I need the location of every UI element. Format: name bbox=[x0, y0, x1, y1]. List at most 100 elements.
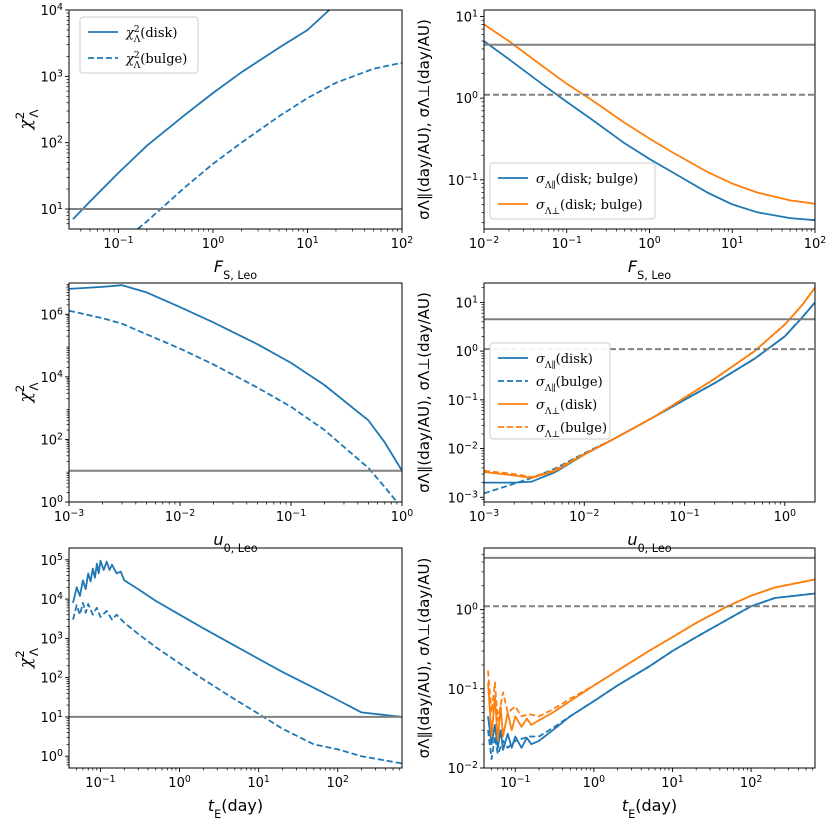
y-tick-label: 10−3 bbox=[448, 489, 478, 507]
x-tick-label: 101 bbox=[721, 235, 744, 253]
panel-p2: 10−2 10−1 100 101 102 10−1 100 101 FS, Leo σΛ∥(da… bbox=[415, 8, 826, 282]
y-tick-label: 10−1 bbox=[448, 391, 478, 409]
legend-label: σΛ⊥(disk; bulge) bbox=[536, 198, 643, 217]
x-axis-label: tE(day) bbox=[208, 796, 263, 821]
legend: σΛ∥(disk; bulge) σΛ⊥(disk; bulge) bbox=[489, 162, 656, 220]
x-tick-label: 10−1 bbox=[85, 774, 115, 792]
series-line-σΛ⊥(disk) bbox=[487, 578, 815, 742]
series-line-σΛ∥(bulge) bbox=[487, 592, 815, 760]
axes-frame bbox=[68, 282, 403, 503]
legend: σΛ∥(disk) σΛ∥(bulge) σΛ⊥(disk) σΛ⊥(bulge) bbox=[489, 342, 611, 440]
series-line-σΛ⊥(bulge) bbox=[487, 578, 815, 722]
series-line-disk bbox=[72, 559, 402, 718]
x-tick-label: 10−1 bbox=[103, 235, 133, 253]
y-tick-label: 101 bbox=[456, 294, 479, 312]
y-axis-label: χ2Λ bbox=[13, 647, 41, 669]
x-axis-label: FS, Leo bbox=[628, 257, 671, 282]
y-tick-label: 103 bbox=[41, 68, 64, 86]
axes-frame bbox=[483, 547, 816, 769]
x-tick-label: 100 bbox=[774, 508, 797, 526]
y-tick-label: 10−2 bbox=[448, 760, 478, 778]
y-tick-label: 104 bbox=[41, 2, 64, 20]
x-tick-label: 10−2 bbox=[569, 508, 599, 526]
x-tick-label: 10−1 bbox=[669, 508, 699, 526]
y-tick-label: 104 bbox=[41, 368, 64, 386]
x-tick-label: 10−2 bbox=[469, 235, 499, 253]
x-tick-label: 102 bbox=[804, 235, 827, 253]
y-tick-label: 100 bbox=[456, 90, 479, 108]
x-tick-label: 100 bbox=[391, 508, 414, 526]
y-tick-label: 10−1 bbox=[448, 171, 478, 189]
axes-frame bbox=[483, 282, 816, 503]
legend-label: σΛ⊥(disk) bbox=[536, 398, 597, 417]
series-line-σΛ∥(disk) bbox=[487, 592, 815, 751]
legend-label: σΛ⊥(bulge) bbox=[536, 421, 607, 440]
legend-box bbox=[489, 342, 611, 440]
series-line-σΛ⊥(disk; bulge) bbox=[484, 23, 815, 205]
series-line-χ²Λ(disk) bbox=[72, 10, 330, 220]
y-tick-label: 102 bbox=[41, 134, 64, 152]
panel-p4: 10−3 10−2 10−1 100 10−3 10−2 10−1 100 101 u0, Leo… bbox=[415, 282, 816, 555]
x-tick-label: 101 bbox=[296, 235, 319, 253]
x-tick-label: 10−1 bbox=[276, 508, 306, 526]
y-axis-label: σΛ∥(day/AU), σΛ⊥(day/AU) bbox=[415, 292, 433, 493]
y-tick-label: 101 bbox=[456, 8, 479, 26]
x-tick-label: 100 bbox=[202, 235, 225, 253]
x-tick-label: 102 bbox=[391, 235, 414, 253]
y-tick-label: 100 bbox=[456, 601, 479, 619]
series-group bbox=[69, 559, 402, 765]
y-tick-label: 100 bbox=[41, 748, 64, 766]
x-tick-label: 102 bbox=[326, 774, 349, 792]
legend-box bbox=[79, 16, 199, 74]
series-line-χ²Λ(bulge) bbox=[137, 61, 402, 229]
axes-frame bbox=[483, 9, 816, 230]
y-tick-label: 10−1 bbox=[448, 680, 478, 698]
x-tick-label: 10−1 bbox=[500, 774, 530, 792]
series-group bbox=[484, 287, 815, 495]
series-group bbox=[484, 556, 815, 760]
y-tick-label: 101 bbox=[41, 708, 64, 726]
x-axis-label: FS, Leo bbox=[214, 257, 257, 282]
x-axis-label: u0, Leo bbox=[627, 530, 671, 555]
y-tick-label: 106 bbox=[41, 306, 64, 324]
panel-p5: 10−1 100 101 102 100 101 102 103 104 105 tE(day) χ2… bbox=[13, 547, 403, 821]
series-line-σΛ∥(disk; bulge) bbox=[484, 40, 815, 222]
panel-p1: 10−1 100 101 102 101 102 103 104 FS, Leo χ2Λ χ2 Λ(d… bbox=[13, 2, 413, 282]
legend-label: χ2 Λ(bulge) bbox=[125, 51, 187, 71]
series-line-disk bbox=[69, 284, 402, 472]
legend-label: χ2 Λ(disk) bbox=[125, 25, 177, 45]
panel-p6: 10−1 100 101 102 10−2 10−1 100 tE(day) σΛ∥(day/A… bbox=[415, 547, 816, 821]
y-tick-label: 102 bbox=[41, 431, 64, 449]
x-tick-label: 101 bbox=[247, 774, 270, 792]
y-tick-label: 104 bbox=[41, 591, 64, 609]
axes-frame bbox=[68, 547, 403, 769]
y-axis-label: χ2Λ bbox=[13, 382, 41, 404]
y-axis-label: σΛ∥(day/AU), σΛ⊥(day/AU) bbox=[415, 558, 433, 759]
legend: χ2 Λ(disk) χ2 Λ(bulge) bbox=[79, 16, 199, 74]
y-tick-label: 101 bbox=[41, 201, 64, 219]
legend-label: σΛ∥(bulge) bbox=[536, 375, 603, 394]
x-tick-label: 100 bbox=[583, 774, 606, 792]
y-tick-label: 10−2 bbox=[448, 440, 478, 458]
series-group bbox=[484, 23, 815, 222]
x-tick-label: 101 bbox=[661, 774, 684, 792]
y-tick-label: 102 bbox=[41, 669, 64, 687]
x-tick-label: 10−3 bbox=[54, 508, 84, 526]
y-axis-label: χ2Λ bbox=[13, 109, 41, 131]
series-group bbox=[69, 284, 402, 502]
y-tick-label: 100 bbox=[456, 343, 479, 361]
series-group bbox=[69, 10, 402, 229]
legend-label: σΛ∥(disk) bbox=[536, 352, 593, 371]
x-tick-label: 100 bbox=[638, 235, 661, 253]
x-tick-label: 10−2 bbox=[165, 508, 195, 526]
x-tick-label: 10−3 bbox=[469, 508, 499, 526]
x-axis-label: u0, Leo bbox=[213, 530, 257, 555]
legend-box bbox=[489, 162, 656, 220]
axes-frame bbox=[68, 9, 403, 230]
legend-label: σΛ∥(disk; bulge) bbox=[536, 172, 638, 191]
y-tick-label: 100 bbox=[41, 494, 64, 512]
series-line-σΛ⊥(bulge) bbox=[484, 287, 815, 478]
series-line-bulge bbox=[69, 309, 398, 502]
x-tick-label: 10−1 bbox=[552, 235, 582, 253]
x-tick-label: 102 bbox=[740, 774, 763, 792]
